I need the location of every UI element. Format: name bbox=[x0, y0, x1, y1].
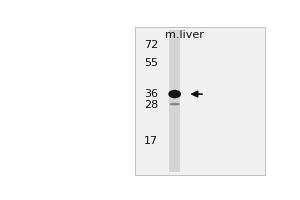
FancyBboxPatch shape bbox=[169, 30, 181, 172]
Text: 55: 55 bbox=[144, 58, 158, 68]
Text: 28: 28 bbox=[144, 100, 158, 110]
Ellipse shape bbox=[169, 103, 180, 105]
Text: 36: 36 bbox=[144, 89, 158, 99]
FancyBboxPatch shape bbox=[135, 27, 266, 175]
Text: 72: 72 bbox=[144, 40, 158, 50]
Text: 17: 17 bbox=[144, 136, 158, 146]
Text: m.liver: m.liver bbox=[164, 30, 203, 40]
Ellipse shape bbox=[168, 90, 181, 98]
